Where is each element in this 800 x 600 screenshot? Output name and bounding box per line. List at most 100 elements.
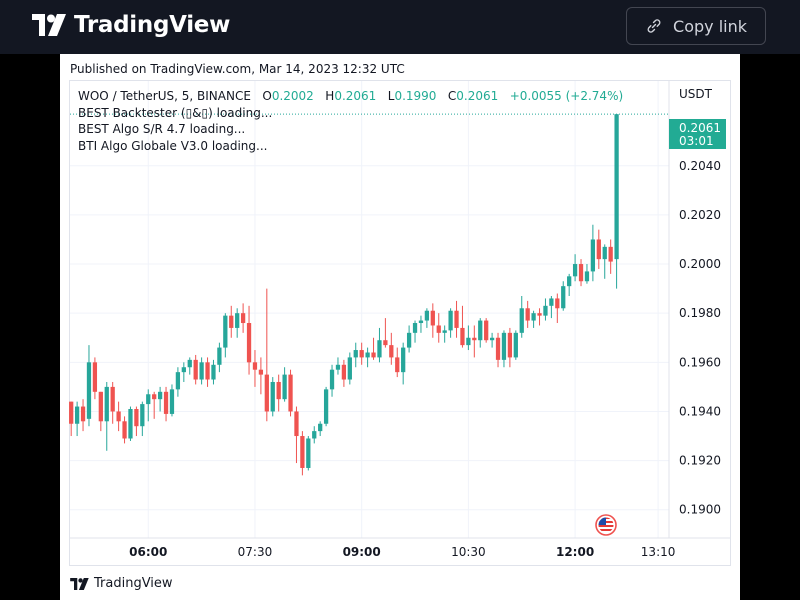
candle-body [163,391,169,414]
tradingview-logo[interactable]: TradingView [32,12,230,38]
price-tick-label: 0.1980 [679,306,721,320]
candle-body [300,436,305,468]
candle [74,401,80,437]
candle [175,367,181,397]
candle-body [110,386,115,412]
footer-logo[interactable]: TradingView [70,576,173,591]
candle-body [240,313,246,324]
link-icon [647,19,661,33]
candle [140,401,145,437]
indicator-1[interactable]: BEST Backtester (▯&▯) loading... [78,105,273,120]
candle [531,310,536,328]
candle-body [389,345,394,358]
ohlc-row: WOO / TetherUS, 5, BINANCE O0.2002 H0.20… [78,88,623,105]
copy-link-button[interactable]: Copy link [626,7,766,45]
candle-body [395,357,400,373]
candle-body [246,323,252,363]
candle [442,325,447,343]
high-label: H [325,89,335,103]
candle-body [341,364,347,380]
candle [288,369,293,417]
change-value: +0.0055 (+2.74%) [509,89,624,103]
candle-body [252,362,258,370]
last-price-label: 0.2061 03:01 [669,119,726,149]
open-value: 0.2002 [271,89,314,103]
candle [323,386,329,427]
candle-body [454,310,459,328]
candle [454,300,459,338]
indicator-2[interactable]: BEST Algo S/R 4.7 loading... [78,122,246,136]
candle [371,337,376,360]
currency-label: USDT [679,87,713,101]
candle-body [86,362,92,419]
published-text: Published on TradingView.com, Mar 14, 20… [70,62,405,76]
candle-body [519,308,524,333]
candle-body [596,239,601,260]
candle-body [318,423,323,432]
candle [401,342,406,385]
candle-body [377,340,382,358]
chart-legend: WOO / TetherUS, 5, BINANCE O0.2002 H0.20… [78,88,623,154]
candle-body [347,357,352,380]
candle-body [306,438,311,468]
candle-body [264,374,269,412]
last-price-value: 0.2061 [679,121,721,135]
candle [187,357,192,375]
candle [240,303,246,333]
price-tick-label: 0.2020 [679,208,721,222]
candle [69,401,74,437]
candle [608,239,613,274]
candle [561,281,566,311]
candle [513,330,518,360]
chart-frame [69,80,731,566]
symbol-label[interactable]: WOO / TetherUS, 5, BINANCE [78,89,251,103]
candle [235,308,240,338]
candle-body [146,394,151,405]
candle-body [448,310,453,331]
candle-body [418,320,424,324]
candle [537,308,542,326]
candle-body [501,332,507,360]
brand-name: TradingView [74,12,231,38]
candle-body [489,337,495,341]
time-tick-label: 10:30 [451,545,486,559]
candle [395,347,400,378]
candle [489,332,495,348]
candle-body [537,313,542,316]
candle-body [258,369,264,375]
candle-body [424,310,430,321]
candle-body [359,350,364,358]
candle-body [169,389,175,414]
candle [424,308,430,328]
candles [69,114,619,476]
candle [555,293,560,324]
candle [507,327,513,368]
candle-body [578,264,584,282]
candle [80,399,86,432]
close-label: C [447,89,457,103]
candle [193,354,198,385]
candle [484,318,489,343]
candlestick-chart[interactable]: 0.2040 0.2020 0.2000 0.1980 0.1960 0.1940 0.19… [60,54,740,600]
indicator-3[interactable]: BTI Algo Globale V3.0 loading... [78,138,268,153]
candle-body [181,367,186,373]
candle-body [602,246,607,260]
candle [365,347,370,368]
candle [282,367,287,402]
candle-body [507,332,513,358]
candle-body [590,239,596,272]
open-label: O [262,89,272,103]
candle [590,224,596,282]
us-flag-icon[interactable] [595,514,617,536]
candle [578,259,584,287]
candle [217,342,222,373]
candle-body [549,298,554,306]
candle [152,391,157,419]
candle [377,327,382,363]
candle [199,357,204,385]
candle [134,406,139,437]
candle-body [276,381,281,400]
candle [110,381,115,424]
candle-body [572,264,578,277]
candle [448,308,453,338]
